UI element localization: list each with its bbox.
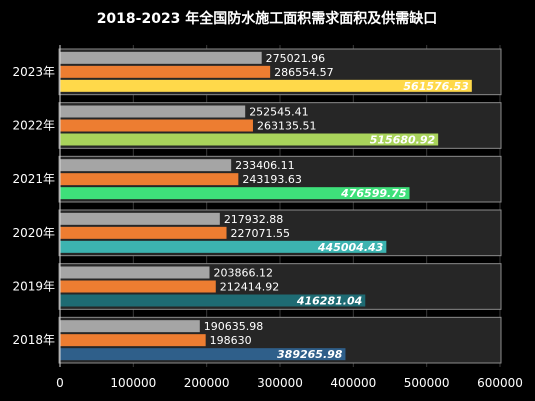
bar [60, 173, 239, 186]
data-label: 212414.92 [220, 281, 280, 294]
x-tick-label: 200000 [184, 376, 230, 390]
data-label: 275021.96 [266, 52, 326, 65]
x-tick-label: 0 [56, 376, 64, 390]
x-tick-label: 600000 [477, 376, 523, 390]
data-label: 252545.41 [249, 106, 308, 119]
bar [60, 280, 216, 293]
data-label: 561576.53 [403, 80, 469, 93]
data-label: 263135.51 [257, 120, 317, 133]
data-label: 198630 [210, 334, 252, 347]
data-label: 233406.11 [235, 159, 295, 172]
data-label: 515680.92 [370, 134, 436, 147]
data-label: 445004.43 [317, 241, 384, 254]
bar [60, 212, 220, 225]
bar [60, 51, 262, 64]
x-tick-label: 500000 [404, 376, 450, 390]
bar [60, 119, 253, 132]
x-tick-label: 100000 [110, 376, 156, 390]
bar [60, 240, 387, 253]
category-label: 2022年 [12, 119, 55, 133]
data-label: 227071.55 [231, 227, 291, 240]
bar [60, 79, 472, 92]
bar [60, 348, 346, 361]
category-label: 2023年 [12, 65, 55, 79]
grid [59, 45, 501, 367]
category-label: 2021年 [12, 172, 55, 186]
data-label: 286554.57 [274, 66, 334, 79]
bar [60, 294, 366, 307]
bar [60, 226, 227, 239]
data-label: 243193.63 [242, 173, 301, 186]
data-label: 389265.98 [277, 348, 343, 361]
bars [60, 51, 472, 361]
chart-title: 2018-2023 年全国防水施工面积需求面积及供需缺口 [97, 10, 438, 27]
data-label: 416281.04 [296, 295, 362, 308]
bar [60, 320, 200, 333]
bar [60, 334, 206, 347]
axes: 0 100000 200000 300000 400000 500000 600000 202… [12, 45, 523, 390]
category-label: 2019年 [12, 280, 55, 294]
data-label: 476599.75 [340, 187, 407, 200]
bar [60, 65, 271, 78]
x-tick-label: 300000 [257, 376, 303, 390]
category-label: 2018年 [12, 333, 55, 347]
category-label: 2020年 [12, 226, 55, 240]
bar [60, 187, 410, 200]
data-label: 217932.88 [224, 213, 284, 226]
bar [60, 266, 210, 279]
bar [60, 105, 246, 118]
bar [60, 133, 439, 146]
bar [60, 159, 232, 172]
data-label: 190635.98 [204, 320, 264, 333]
x-tick-label: 400000 [330, 376, 376, 390]
data-label: 203866.12 [214, 267, 274, 280]
